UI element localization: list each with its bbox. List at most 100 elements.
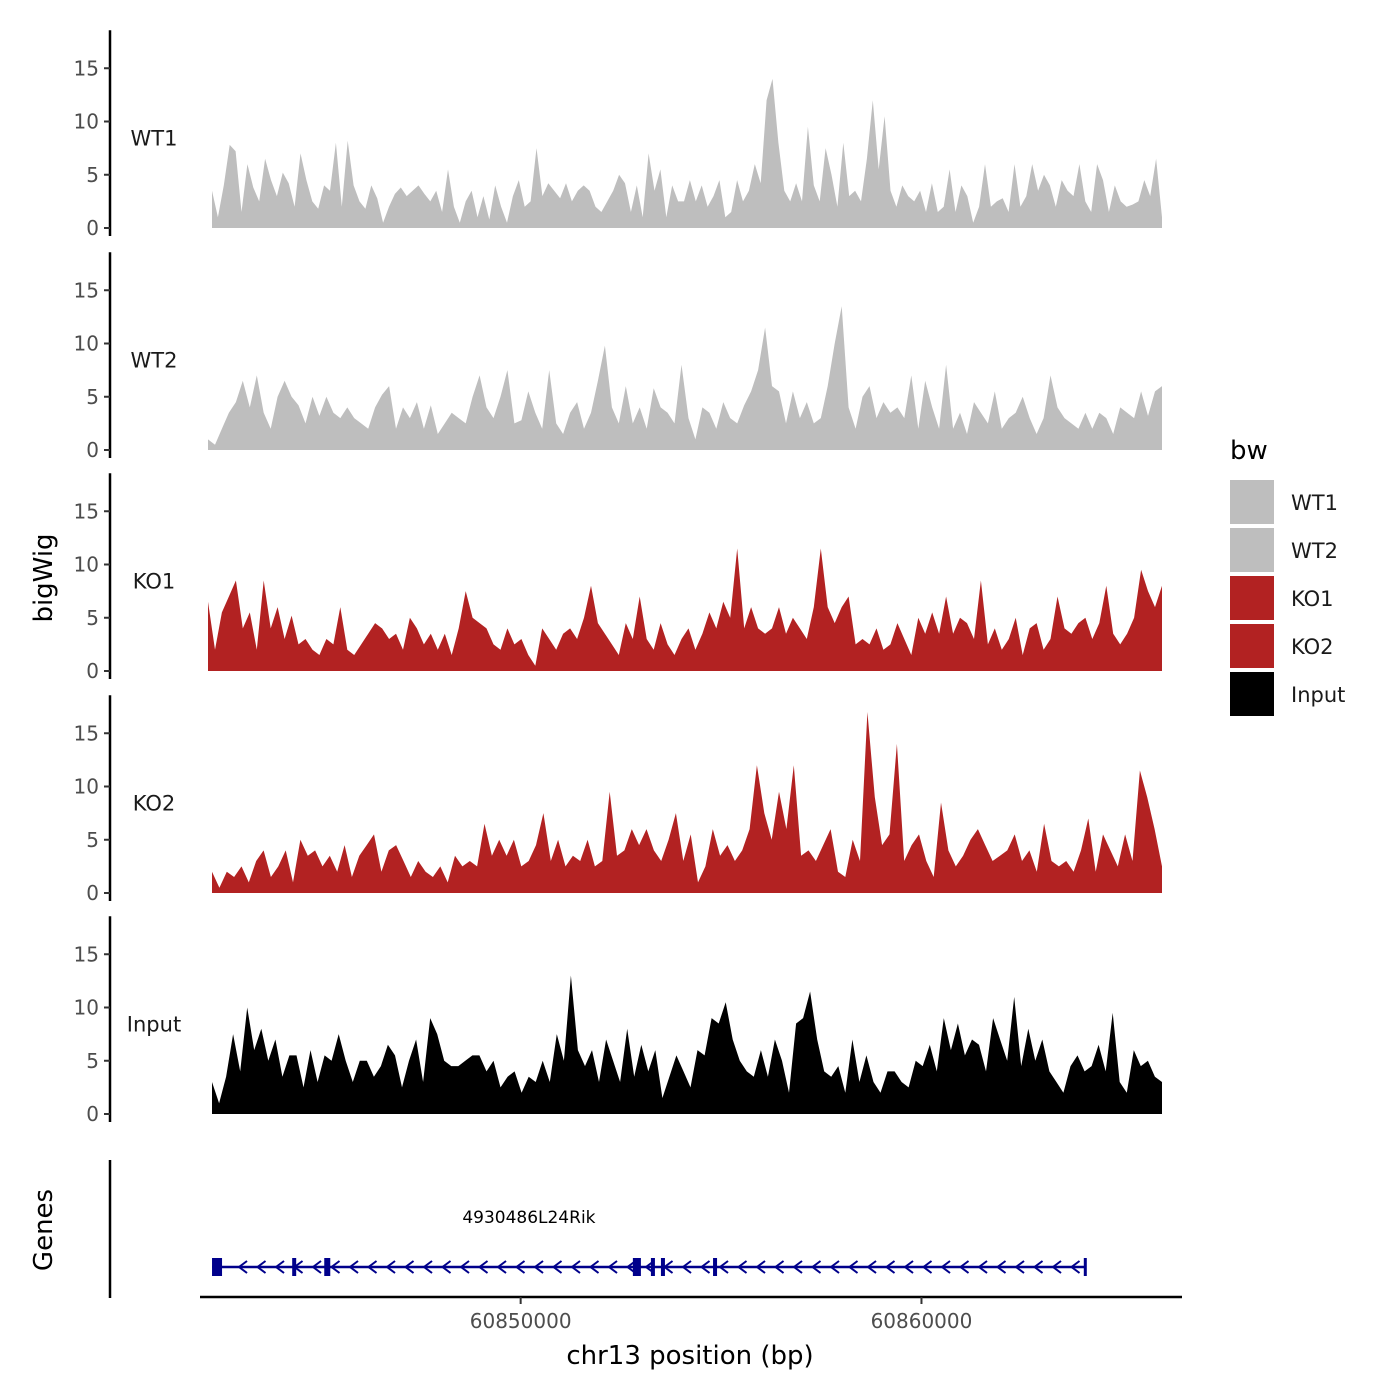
gene-name-label: 4930486L24Rik (462, 1208, 595, 1228)
strand-arrow (348, 1260, 359, 1274)
legend: bw WT1 WT2 KO1 KO2 Input (1230, 436, 1345, 716)
exon (660, 1258, 665, 1276)
legend-label: KO1 (1291, 587, 1334, 611)
track-input: 0 5 10 15 Input (74, 916, 1162, 1126)
y-tick-label: 15 (74, 278, 99, 302)
track-label-input: Input (127, 1012, 181, 1036)
genes-panel: 4930486L24Rik (108, 1160, 1087, 1298)
legend-item-input: Input (1230, 672, 1345, 716)
strand-arrow (1069, 1260, 1081, 1274)
exon (713, 1258, 718, 1276)
strand-arrow (459, 1260, 470, 1274)
strand-arrow (477, 1260, 489, 1274)
y-tick-label: 10 (74, 332, 99, 356)
coverage-area-input (212, 975, 1162, 1114)
x-tick-label: 60850000 (470, 1309, 572, 1333)
coverage-area-ko2 (212, 712, 1162, 893)
strand-arrow (311, 1260, 322, 1274)
track-label-ko1: KO1 (133, 569, 176, 593)
y-tick-label: 15 (74, 499, 99, 523)
exon (324, 1258, 331, 1276)
strand-arrow (329, 1260, 341, 1274)
track-label-ko2: KO2 (133, 791, 176, 815)
gene-4930486l24rik: 4930486L24Rik (212, 1208, 1087, 1276)
strand-arrow (366, 1260, 378, 1274)
y-tick-label: 0 (86, 216, 99, 240)
y-tick-label: 10 (74, 775, 99, 799)
legend-item-wt1: WT1 (1230, 480, 1338, 524)
strand-arrow (422, 1260, 433, 1274)
strand-arrow (940, 1260, 951, 1274)
genes-axis-title: Genes (29, 1189, 59, 1271)
y-tick-label: 15 (74, 56, 99, 80)
exon (650, 1258, 655, 1276)
strand-arrow (921, 1260, 933, 1274)
y-tick-label: 10 (74, 996, 99, 1020)
strand-arrow (1032, 1260, 1044, 1274)
coverage-area-wt2 (208, 306, 1162, 450)
strand-arrow (810, 1260, 822, 1274)
y-tick-label: 15 (74, 721, 99, 745)
strand-arrow (440, 1260, 452, 1274)
strand-arrow (588, 1260, 600, 1274)
coverage-area-wt1 (212, 78, 1162, 229)
legend-item-wt2: WT2 (1230, 528, 1338, 572)
legend-swatch (1230, 624, 1274, 668)
strand-arrow (1051, 1260, 1062, 1274)
y-tick-label: 5 (86, 385, 99, 409)
strand-arrow (496, 1260, 507, 1274)
legend-swatch (1230, 576, 1274, 620)
legend-label: KO2 (1291, 635, 1334, 659)
strand-arrow (255, 1260, 267, 1274)
legend-label: WT1 (1291, 491, 1338, 515)
y-tick-label: 5 (86, 1049, 99, 1073)
track-wt1: 0 5 10 15 WT1 (74, 30, 1162, 240)
strand-arrow (736, 1260, 748, 1274)
y-tick-label: 0 (86, 881, 99, 905)
exon (292, 1258, 297, 1276)
y-tick-label: 5 (86, 163, 99, 187)
y-tick-label: 0 (86, 438, 99, 462)
strand-arrow (866, 1260, 877, 1274)
strand-arrow (995, 1260, 1007, 1274)
legend-swatch (1230, 672, 1274, 716)
strand-arrow (625, 1260, 637, 1274)
x-axis-title: chr13 position (bp) (566, 1341, 813, 1371)
track-wt2: 0 5 10 15 WT2 (74, 252, 1162, 462)
track-label-wt2: WT2 (131, 348, 178, 372)
exon (212, 1258, 223, 1276)
strand-arrow (551, 1260, 563, 1274)
strand-arrow (403, 1260, 415, 1274)
y-tick-label: 5 (86, 828, 99, 852)
strand-arrow (533, 1260, 544, 1274)
strand-arrow (718, 1260, 729, 1274)
strand-arrow (884, 1260, 896, 1274)
strand-arrow (514, 1260, 526, 1274)
x-tick-label: 60860000 (871, 1309, 973, 1333)
legend-item-ko1: KO1 (1230, 576, 1334, 620)
strand-arrow (977, 1260, 988, 1274)
y-tick-label: 0 (86, 1102, 99, 1126)
exon (1083, 1258, 1087, 1276)
strand-arrow (958, 1260, 970, 1274)
legend-swatch (1230, 528, 1274, 572)
legend-label: Input (1291, 683, 1345, 707)
strand-arrow (699, 1260, 711, 1274)
strand-arrow (829, 1260, 840, 1274)
legend-swatch (1230, 480, 1274, 524)
legend-item-ko2: KO2 (1230, 624, 1334, 668)
strand-arrow (755, 1260, 766, 1274)
strand-arrow (903, 1260, 914, 1274)
y-tick-label: 10 (74, 110, 99, 134)
strand-arrow (607, 1260, 618, 1274)
strand-arrow (1014, 1260, 1025, 1274)
coverage-area-ko1 (208, 548, 1162, 671)
y-tick-label: 15 (74, 942, 99, 966)
bigwig-panels: 0 5 10 15 WT1 0 5 10 15 WT2 0 5 10 15 KO1 0 5 10 15 KO2 0 5 10… (74, 30, 1162, 1126)
y-tick-label: 10 (74, 553, 99, 577)
track-ko1: 0 5 10 15 KO1 (74, 473, 1162, 683)
x-axis: 60850000 60860000 (200, 1295, 1182, 1333)
strand-arrow (773, 1260, 785, 1274)
y-tick-label: 5 (86, 606, 99, 630)
legend-title: bw (1230, 436, 1268, 466)
